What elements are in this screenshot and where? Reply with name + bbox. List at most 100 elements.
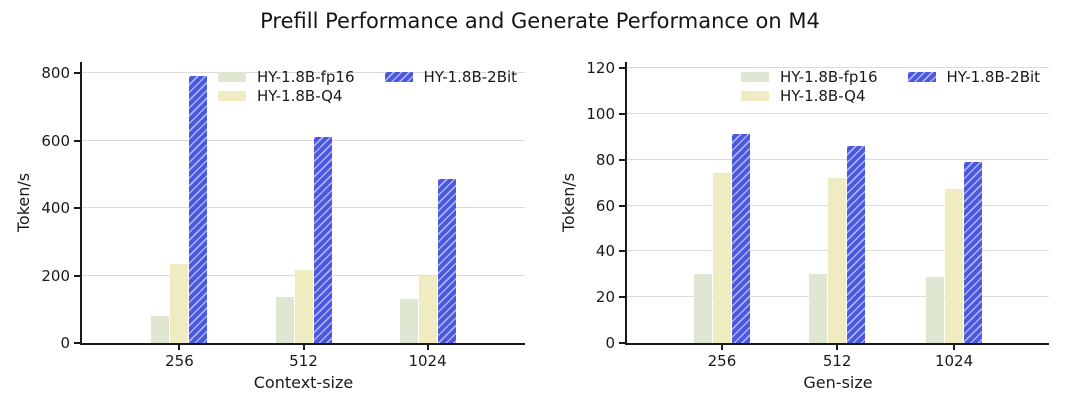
gridline xyxy=(82,274,525,276)
x-axis-label: Context-size xyxy=(253,373,354,392)
bar xyxy=(712,173,731,343)
y-tick-mark xyxy=(619,296,627,299)
y-tick-label: 0 xyxy=(605,334,615,352)
y-tick-mark xyxy=(619,342,627,344)
y-tick-label: 200 xyxy=(41,266,70,285)
y-tick-label: 120 xyxy=(586,59,615,77)
y-tick-label: 80 xyxy=(595,150,615,169)
bar xyxy=(418,275,437,343)
x-tick-mark xyxy=(720,345,723,350)
bar xyxy=(847,145,866,343)
legend-column: HY-1.8B-fp16 HY-1.8B-Q4 xyxy=(741,68,878,105)
legend-column: HY-1.8B-2Bit xyxy=(907,68,1041,86)
legend-label: HY-1.8B-Q4 xyxy=(257,87,343,105)
plot-area: Token/s Gen-size 0 20 40 60 80 100 120 256 512 10… xyxy=(560,59,1049,392)
bar xyxy=(170,263,189,343)
x-tick-label: 256 xyxy=(165,352,194,370)
y-tick-mark xyxy=(619,204,627,207)
x-tick-mark xyxy=(178,345,181,350)
y-axis-label: Token/s xyxy=(14,172,34,233)
legend-label: HY-1.8B-2Bit xyxy=(423,68,518,86)
legend-item: HY-1.8B-2Bit xyxy=(907,68,1041,86)
y-tick-mark xyxy=(619,112,627,115)
figure-title: Prefill Performance and Generate Perform… xyxy=(260,9,820,33)
bar xyxy=(926,276,945,343)
y-tick-mark xyxy=(74,274,82,277)
y-tick-mark xyxy=(619,250,627,253)
legend-swatch xyxy=(384,72,413,82)
legend-label: HY-1.8B-fp16 xyxy=(257,68,355,86)
y-tick-label: 800 xyxy=(41,64,70,82)
bar-group xyxy=(926,161,983,343)
y-tick-label: 40 xyxy=(595,242,615,261)
y-axis-label: Token/s xyxy=(559,172,579,233)
legend-label: HY-1.8B-Q4 xyxy=(780,87,866,105)
bar-group xyxy=(809,145,866,343)
gridline xyxy=(627,296,1049,298)
legend-label: HY-1.8B-fp16 xyxy=(780,68,878,86)
y-tick-mark xyxy=(74,72,82,74)
legend-column: HY-1.8B-2Bit xyxy=(384,68,518,86)
y-tick-mark xyxy=(619,67,627,69)
x-tick-label: 512 xyxy=(822,352,852,370)
y-tick-label: 600 xyxy=(41,131,70,150)
bar xyxy=(437,179,456,343)
gridline xyxy=(627,250,1049,252)
bar-group xyxy=(693,134,750,343)
gridline xyxy=(82,139,525,141)
bar xyxy=(313,137,332,343)
bar-group xyxy=(399,179,456,343)
x-tick-label: 1024 xyxy=(934,352,974,370)
x-tick-label: 1024 xyxy=(408,352,447,370)
x-axis-label: Gen-size xyxy=(803,373,873,392)
x-tick-label: 256 xyxy=(707,352,737,370)
x-tick-mark xyxy=(302,345,305,350)
plot-area: Token/s Context-size 0 200 400 600 800 256 512… xyxy=(15,62,525,392)
gridline xyxy=(627,67,1049,68)
bar xyxy=(189,75,208,343)
legend-column: HY-1.8B-fp16 HY-1.8B-Q4 xyxy=(218,68,355,105)
legend-swatch xyxy=(741,91,769,101)
legend: HY-1.8B-fp16 HY-1.8B-Q4 HY-1.8B-2Bit xyxy=(218,68,518,105)
legend: HY-1.8B-fp16 HY-1.8B-Q4 HY-1.8B-2Bit xyxy=(741,68,1041,105)
gridline xyxy=(627,112,1049,114)
legend-item: HY-1.8B-fp16 xyxy=(741,68,878,86)
y-tick-mark xyxy=(74,139,82,142)
x-tick-label: 512 xyxy=(289,352,318,370)
x-tick-mark xyxy=(836,345,839,350)
x-tick-mark xyxy=(426,345,429,350)
y-tick-label: 60 xyxy=(595,196,615,215)
bar xyxy=(945,189,964,343)
y-tick-label: 0 xyxy=(60,334,70,352)
bar xyxy=(964,161,983,343)
legend-swatch xyxy=(907,72,936,82)
bar xyxy=(809,274,828,343)
legend-item: HY-1.8B-Q4 xyxy=(218,87,355,105)
y-tick-mark xyxy=(619,158,627,161)
y-tick-mark xyxy=(74,342,82,344)
legend-swatch xyxy=(218,72,246,82)
bar-group xyxy=(151,75,208,343)
y-tick-label: 400 xyxy=(41,199,70,217)
bar xyxy=(275,297,294,343)
legend-item: HY-1.8B-2Bit xyxy=(384,68,518,86)
bar xyxy=(399,299,418,343)
gridline xyxy=(627,204,1049,206)
x-tick-mark xyxy=(953,345,956,350)
bar xyxy=(151,316,170,343)
gridline xyxy=(82,72,525,73)
gridline xyxy=(82,207,525,208)
y-tick-label: 100 xyxy=(586,104,615,123)
legend-label: HY-1.8B-2Bit xyxy=(946,68,1041,86)
y-tick-mark xyxy=(74,207,82,209)
y-axis-label-wrap: Token/s xyxy=(12,62,36,343)
legend-item: HY-1.8B-fp16 xyxy=(218,68,355,86)
legend-swatch xyxy=(741,72,769,82)
y-axis-label-wrap: Token/s xyxy=(557,62,581,343)
y-tick-label: 20 xyxy=(595,288,615,307)
bar xyxy=(828,178,847,343)
bar xyxy=(294,270,313,343)
legend-item: HY-1.8B-Q4 xyxy=(741,87,878,105)
gridline xyxy=(627,158,1049,160)
